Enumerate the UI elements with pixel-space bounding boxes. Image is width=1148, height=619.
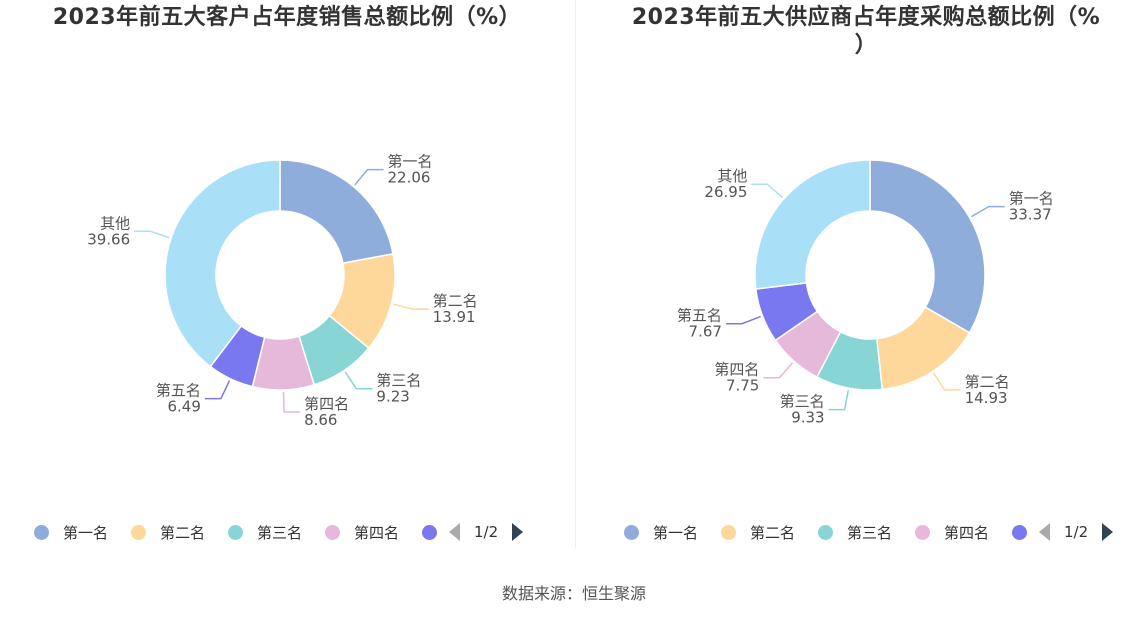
- legend-item-third[interactable]: 第三名: [228, 518, 302, 546]
- data-source-note: 数据来源：恒生聚源: [501, 584, 646, 603]
- segment-label-name-third: 第三名: [780, 393, 825, 411]
- legend-label-third: 第三名: [847, 523, 893, 542]
- legend-dot-third: [818, 524, 833, 540]
- panel-divider: [575, 0, 576, 548]
- donut-slice-first[interactable]: [869, 159, 986, 334]
- segment-label-value-other: 39.66: [87, 230, 130, 248]
- legend-dot-first: [34, 524, 49, 540]
- legend-dot-second: [721, 524, 736, 540]
- customer-chart-title: 2023年前五大客户占年度销售总额比例（%）: [52, 5, 522, 30]
- pager-text: 1/2: [1064, 523, 1089, 541]
- segment-label-value-first: 22.06: [388, 169, 431, 187]
- pager-next-icon[interactable]: [512, 523, 524, 541]
- label-line-second: [933, 372, 961, 391]
- legend-label-third: 第三名: [257, 523, 303, 542]
- pager-prev-icon[interactable]: [449, 523, 460, 541]
- segment-label-value-second: 13.91: [433, 308, 476, 326]
- pager-prev-icon[interactable]: [1039, 523, 1050, 541]
- legend-item-first[interactable]: 第一名: [624, 518, 698, 546]
- segment-label-value-second: 14.93: [965, 389, 1008, 407]
- supplier-chart-panel: 2023年前五大供应商占年度采购总额比例（% ） 第一名 33.37 第二名 14.9…: [576, 0, 1148, 560]
- label-line-first: [971, 205, 1005, 218]
- legend-item-second[interactable]: 第二名: [721, 518, 795, 546]
- label-line-fourth: [763, 362, 794, 379]
- legend-item-first[interactable]: 第一名: [34, 518, 108, 546]
- supplier-legend-pager: 1/2: [1039, 518, 1114, 546]
- label-line-first: [354, 168, 384, 186]
- legend-item-third[interactable]: 第三名: [818, 518, 892, 546]
- legend-dot-fourth: [915, 524, 930, 540]
- legend-label-fourth: 第四名: [944, 523, 990, 542]
- legend-label-fourth: 第四名: [354, 523, 400, 542]
- legend-item-second[interactable]: 第二名: [131, 518, 205, 546]
- supplier-chart-legend: 第一名 第二名 第三名 第四名 1/2: [576, 518, 1148, 546]
- segment-label-name-fifth: 第五名: [677, 307, 722, 325]
- label-line-third: [828, 389, 850, 411]
- donut-slice-other[interactable]: [164, 159, 281, 368]
- label-line-second: [393, 303, 429, 310]
- supplier-chart-title: 2023年前五大供应商占年度采购总额比例（% ）: [631, 5, 1101, 58]
- segment-label-name-fifth: 第五名: [156, 382, 201, 400]
- customer-chart-legend: 第一名 第二名 第三名 第四名 1/2: [0, 518, 574, 546]
- label-line-fifth: [204, 380, 231, 400]
- legend-item-fifth-partial[interactable]: [422, 518, 451, 546]
- label-line-other: [751, 183, 783, 199]
- legend-label-second: 第二名: [750, 523, 796, 542]
- segment-label-name-fourth: 第四名: [714, 361, 759, 379]
- legend-dot-fifth: [422, 524, 437, 540]
- segment-label-name-other: 其他: [717, 167, 747, 185]
- legend-dot-fifth: [1012, 524, 1027, 540]
- legend-dot-first: [624, 524, 639, 540]
- segment-label-name-second: 第二名: [965, 373, 1010, 391]
- legend-label-second: 第二名: [160, 523, 206, 542]
- legend-dot-fourth: [325, 524, 340, 540]
- segment-label-value-third: 9.33: [791, 409, 824, 427]
- label-line-third: [344, 371, 373, 390]
- donut-slice-other[interactable]: [754, 159, 871, 290]
- legend-item-fourth[interactable]: 第四名: [325, 518, 399, 546]
- customer-legend-pager: 1/2: [449, 518, 524, 546]
- legend-dot-third: [228, 524, 243, 540]
- legend-item-fifth-partial[interactable]: [1012, 518, 1041, 546]
- segment-label-value-fifth: 6.49: [167, 398, 200, 416]
- segment-label-value-fourth: 7.75: [726, 377, 759, 395]
- segment-label-name-fourth: 第四名: [304, 395, 349, 413]
- pager-text: 1/2: [474, 523, 499, 541]
- segment-label-value-fourth: 8.66: [304, 411, 337, 429]
- label-line-other: [134, 230, 170, 239]
- label-line-fourth: [282, 391, 301, 413]
- segment-label-value-first: 33.37: [1009, 206, 1052, 224]
- segment-label-value-third: 9.23: [376, 388, 409, 406]
- donut-slice-first[interactable]: [279, 159, 394, 265]
- segment-label-name-first: 第一名: [1009, 190, 1054, 208]
- pager-next-icon[interactable]: [1102, 523, 1114, 541]
- segment-label-name-first: 第一名: [388, 153, 433, 171]
- segment-label-name-other: 其他: [100, 214, 130, 232]
- legend-item-fourth[interactable]: 第四名: [915, 518, 989, 546]
- legend-label-first: 第一名: [63, 523, 109, 542]
- legend-dot-second: [131, 524, 146, 540]
- label-line-fifth: [725, 315, 761, 325]
- segment-label-value-fifth: 7.67: [689, 323, 722, 341]
- segment-label-name-third: 第三名: [376, 372, 421, 390]
- customer-chart-panel: 2023年前五大客户占年度销售总额比例（%） 第一名 22.06 第二名 13.91 第…: [0, 0, 574, 560]
- segment-label-name-second: 第二名: [433, 292, 478, 310]
- legend-label-first: 第一名: [653, 523, 699, 542]
- segment-label-value-other: 26.95: [704, 183, 747, 201]
